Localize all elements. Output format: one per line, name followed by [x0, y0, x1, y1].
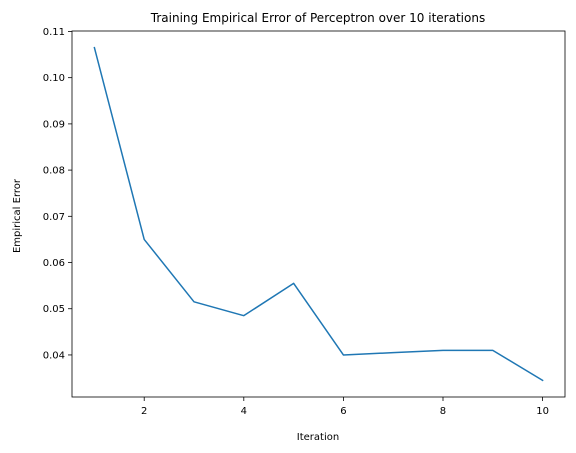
y-tick-label: 0.05	[43, 304, 65, 315]
y-tick-label: 0.06	[43, 258, 65, 269]
axes-frame	[71, 30, 566, 398]
y-tick-label: 0.04	[43, 350, 65, 361]
x-tick-label: 8	[440, 406, 446, 417]
x-tick-label: 2	[141, 406, 147, 417]
y-tick-label: 0.09	[43, 119, 65, 130]
y-axis-label: Empirical Error	[12, 178, 23, 253]
y-tick-label: 0.08	[43, 166, 65, 177]
y-tick-label: 0.11	[43, 27, 65, 38]
series-line	[93, 46, 544, 382]
y-tick-label: 0.07	[43, 212, 65, 223]
x-tick-label: 10	[536, 406, 549, 417]
x-tick-label: 6	[340, 406, 346, 417]
x-axis-label: Iteration	[297, 432, 339, 443]
y-tick-label: 0.10	[43, 73, 65, 84]
chart-title: Training Empirical Error of Perceptron o…	[150, 11, 485, 25]
x-tick-label: 4	[241, 406, 247, 417]
plot-area: 2 4 6 8 10 0.04 0.05 0.06 0.07 0.08 0.09 0.10 0.11	[43, 27, 566, 417]
